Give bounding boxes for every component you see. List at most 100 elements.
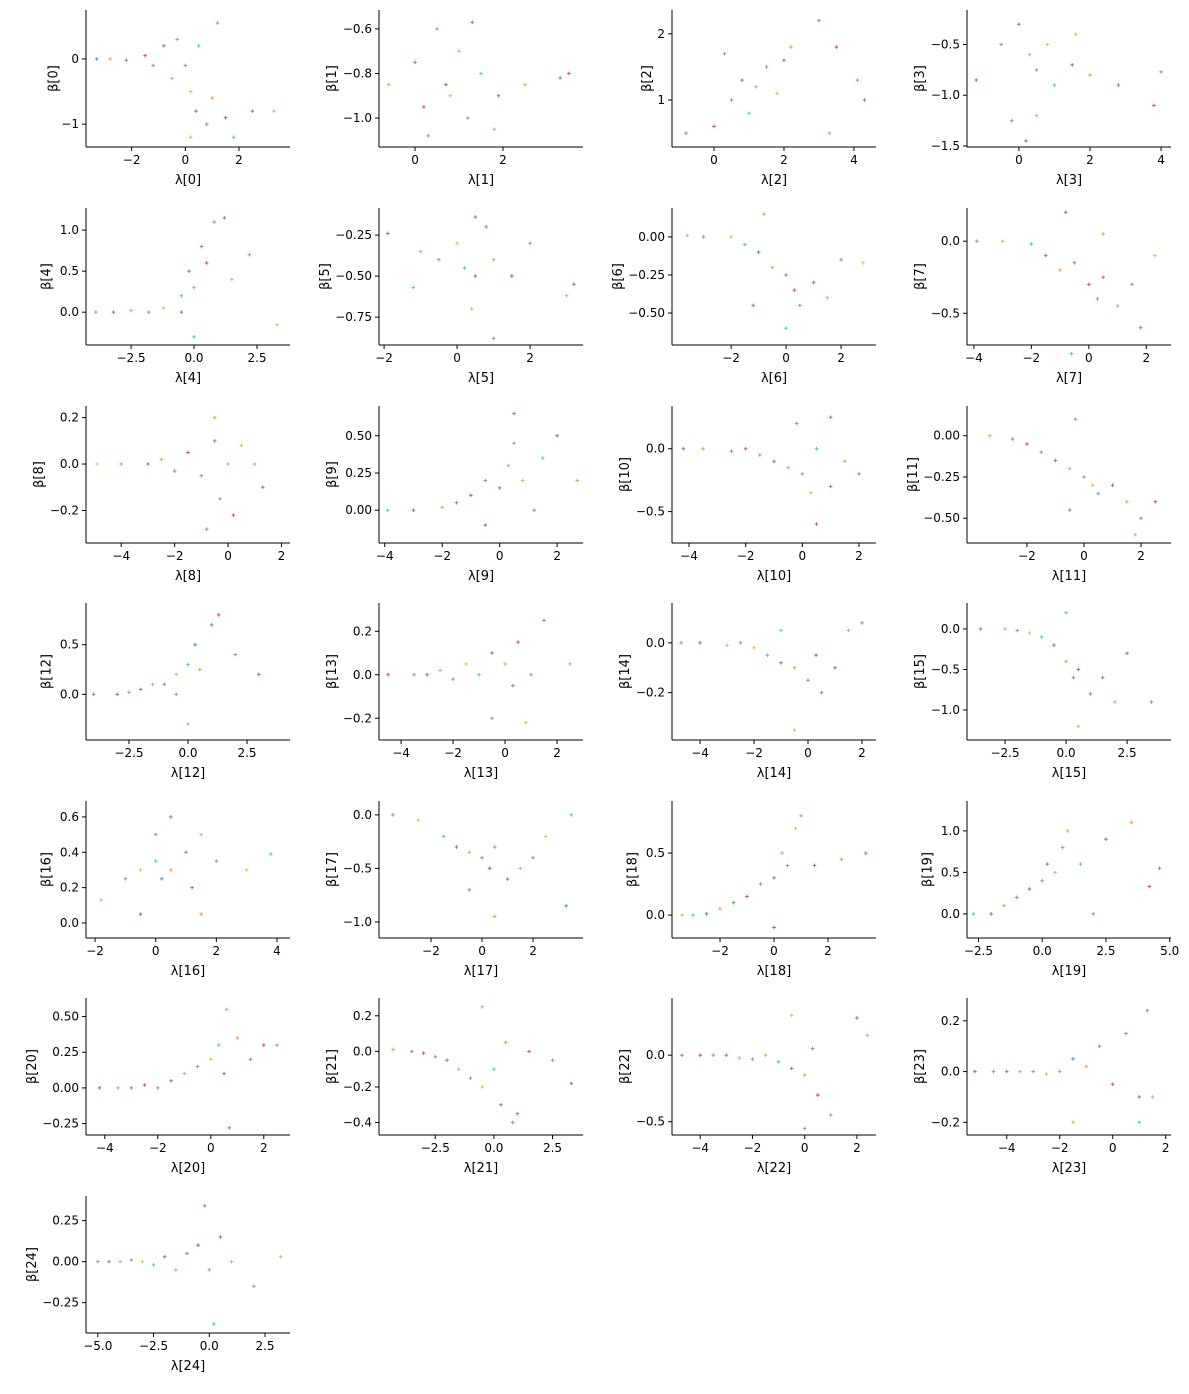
data-point: [421, 1051, 426, 1055]
data-point: [470, 20, 475, 25]
data-point: [94, 57, 99, 61]
x-tick-label: −4: [680, 549, 698, 563]
data-point: [763, 1053, 768, 1057]
data-point: [857, 472, 861, 476]
subplot-14: −4 −2 0 2 −0.2 0.0 λ[14] β[14]: [618, 603, 876, 781]
y-tick-label: −0.2: [636, 686, 665, 700]
data-point: [487, 866, 492, 871]
data-point: [855, 78, 860, 82]
data-point: [722, 51, 727, 56]
x-tick-label: 0: [801, 1141, 809, 1155]
data-point: [1125, 651, 1129, 656]
data-point: [684, 131, 688, 135]
data-point: [466, 116, 470, 120]
data-point: [492, 127, 496, 131]
data-point: [1088, 691, 1093, 696]
y-tick-label: 0.50: [345, 429, 372, 443]
y-tick-label: 0.5: [646, 846, 665, 860]
data-point: [779, 628, 783, 633]
y-tick-label: −1.5: [931, 139, 960, 153]
x-tick-label: −2: [444, 746, 462, 760]
data-point: [775, 91, 779, 96]
data-point: [257, 672, 261, 677]
x-tick-label: 2: [824, 944, 832, 958]
data-point: [464, 662, 468, 666]
data-point: [792, 728, 797, 732]
data-point: [451, 677, 455, 681]
data-point: [1095, 297, 1100, 301]
subplot-15: −2.5 0.0 2.5 −1.0 −0.5 0.0 λ[15] β[15]: [913, 603, 1171, 781]
data-point: [833, 665, 837, 670]
y-tick-label: 0.25: [345, 466, 372, 480]
x-tick-label: −4: [691, 1141, 709, 1155]
y-tick-label: 0.0: [941, 622, 960, 636]
data-point: [386, 672, 390, 677]
data-point: [1104, 837, 1108, 841]
data-point: [229, 1259, 234, 1264]
subplot-7: −4 −2 0 2 −0.5 0.0 λ[7] β[7]: [913, 208, 1171, 386]
x-tick-label: 2: [1137, 549, 1145, 563]
x-tick-label: 0: [804, 746, 812, 760]
data-point: [814, 446, 819, 451]
x-tick-label: −2.5: [421, 1141, 450, 1155]
data-point: [740, 78, 744, 82]
data-point: [115, 692, 119, 697]
x-axis-label: λ[0]: [175, 173, 201, 188]
x-tick-label: 4: [850, 153, 858, 167]
x-axis-label: λ[19]: [1052, 964, 1086, 979]
x-tick-label: −2: [745, 746, 763, 760]
subplot-12: −2.5 0.0 2.5 0.0 0.5 λ[12] β[12]: [39, 603, 290, 781]
data-point: [503, 1040, 508, 1045]
data-point: [738, 641, 743, 645]
data-point: [441, 834, 446, 839]
y-axis-label: β[16]: [39, 852, 54, 887]
data-point: [764, 65, 769, 69]
data-point: [542, 618, 546, 623]
y-axis-label: β[14]: [618, 654, 633, 689]
data-point: [1067, 508, 1072, 512]
data-point: [752, 646, 756, 650]
x-tick-label: −2: [375, 351, 393, 365]
data-point: [524, 720, 528, 725]
data-point: [1091, 912, 1096, 916]
x-axis-label: λ[10]: [757, 569, 791, 584]
data-point: [96, 1259, 100, 1264]
data-point: [248, 1057, 253, 1062]
data-point: [520, 478, 525, 483]
data-point: [1100, 675, 1105, 680]
data-point: [445, 1058, 449, 1063]
data-point: [483, 523, 488, 527]
x-tick-label: 0: [1080, 549, 1088, 563]
data-point: [1060, 845, 1065, 850]
data-point: [196, 44, 201, 48]
data-point: [222, 1071, 226, 1076]
data-point: [94, 310, 98, 314]
data-point: [725, 643, 729, 648]
data-point: [1027, 631, 1032, 635]
x-axis-label: λ[11]: [1052, 569, 1086, 584]
data-point: [227, 1126, 232, 1130]
x-axis-label: λ[22]: [757, 1161, 791, 1176]
data-point: [182, 1071, 187, 1076]
data-point: [798, 303, 802, 308]
data-point: [758, 882, 763, 886]
data-point: [817, 18, 821, 23]
y-axis-label: β[17]: [325, 852, 340, 887]
y-axis-label: β[20]: [25, 1049, 40, 1084]
x-tick-label: 0: [501, 746, 509, 760]
y-tick-label: 0: [71, 52, 79, 66]
data-point: [698, 1053, 703, 1057]
data-point: [224, 1007, 229, 1012]
data-point: [272, 109, 276, 113]
data-point: [1076, 667, 1081, 672]
data-point: [162, 682, 167, 687]
y-tick-label: 0.0: [353, 808, 372, 822]
data-point: [793, 826, 798, 831]
data-point: [784, 326, 788, 331]
data-point: [455, 241, 459, 246]
data-point: [440, 505, 445, 510]
x-tick-label: 2: [553, 746, 561, 760]
y-axis-label: β[7]: [913, 263, 928, 290]
data-point: [750, 1057, 755, 1061]
